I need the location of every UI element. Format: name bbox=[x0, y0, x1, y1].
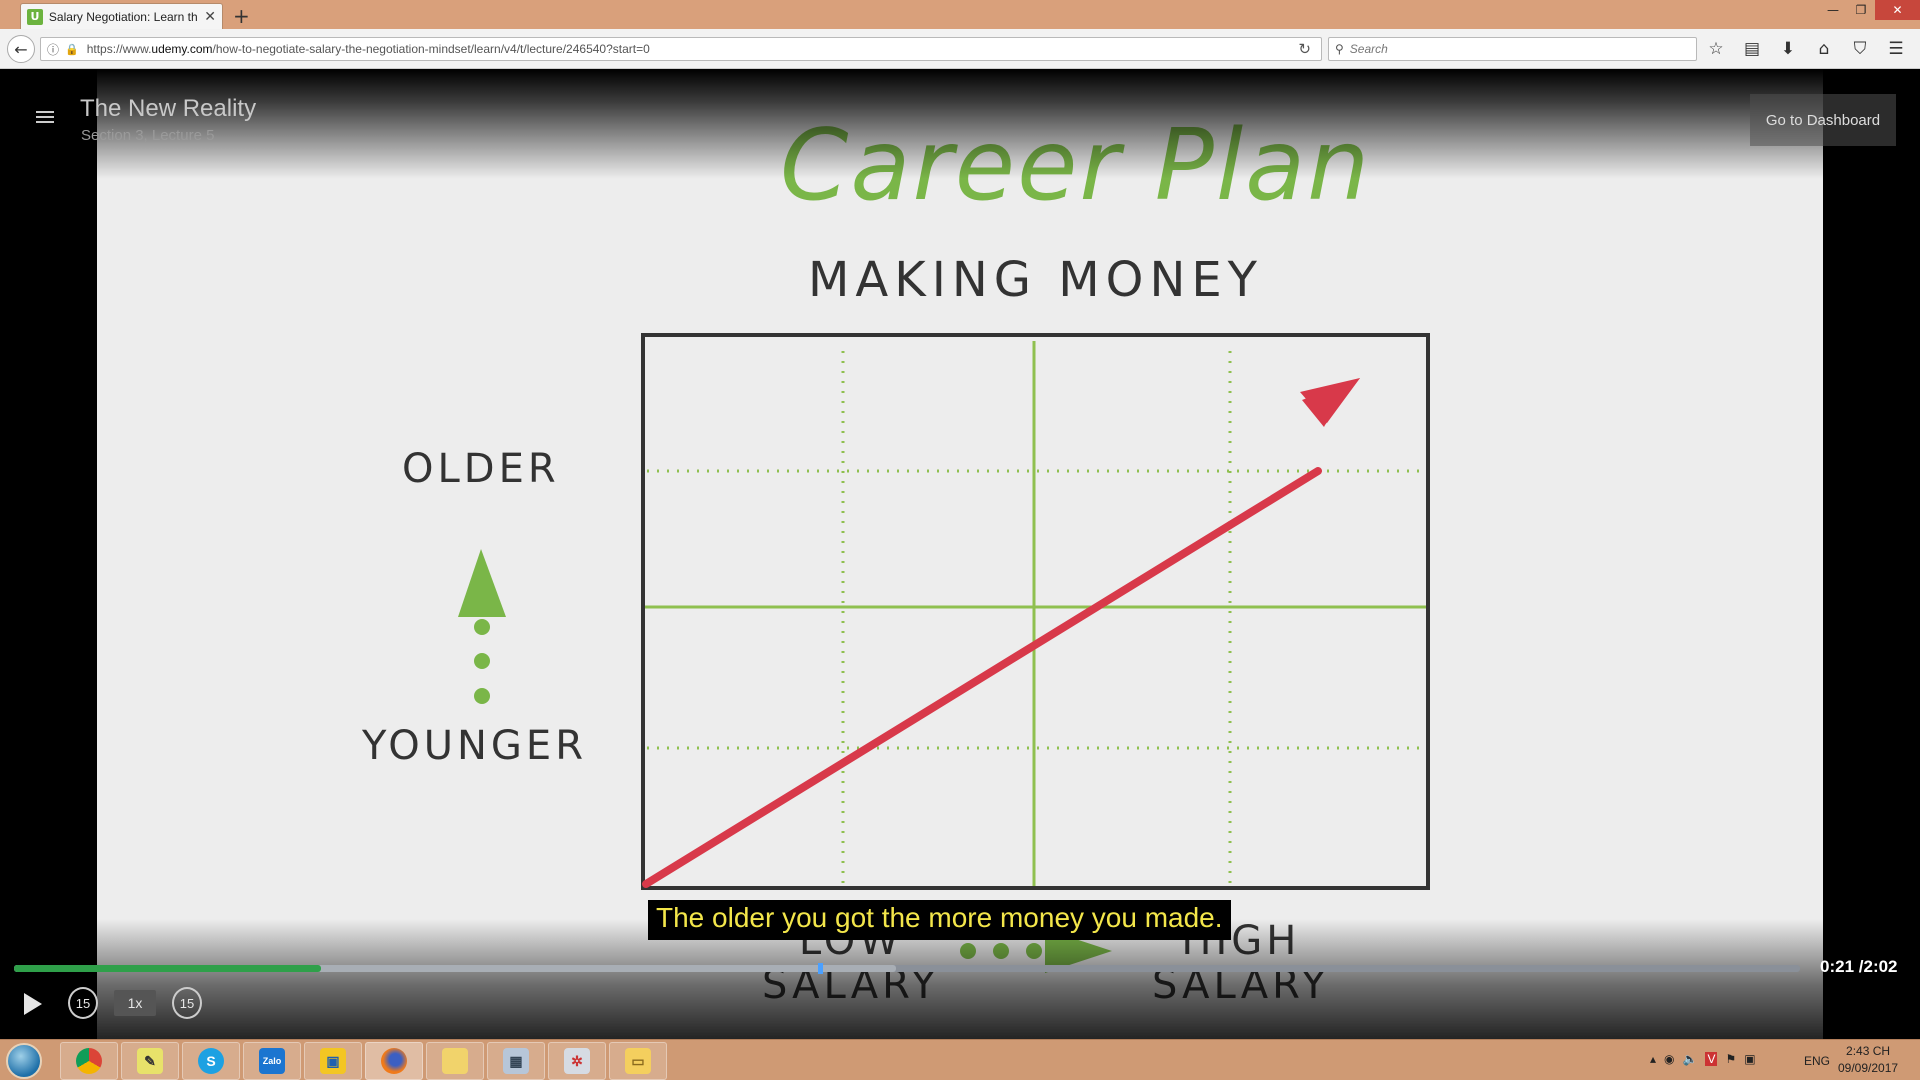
windows-taskbar: ✎ S Zalo ▣ ▦ ✲ ▭ ▴ ◉ 🔈 V ⚑ ▣ ENG 2:43 CH… bbox=[0, 1039, 1920, 1080]
taskbar-firefox[interactable] bbox=[365, 1042, 423, 1080]
progress-bar[interactable] bbox=[14, 965, 1800, 972]
axis-label-younger: YOUNGER bbox=[362, 723, 587, 769]
taskbar-skype[interactable]: S bbox=[182, 1042, 240, 1080]
curriculum-list-icon[interactable] bbox=[36, 111, 54, 125]
subtitle-caption: The older you got the more money you mad… bbox=[648, 900, 1231, 940]
explorer-icon: ▭ bbox=[625, 1048, 651, 1074]
new-tab-plus-icon[interactable]: + bbox=[233, 4, 250, 28]
taskbar-paint[interactable]: ✲ bbox=[548, 1042, 606, 1080]
url-bar[interactable]: ⓘ 🔒 https://www.udemy.com/how-to-negotia… bbox=[40, 37, 1322, 61]
rewind-15-button[interactable]: 15 bbox=[68, 987, 98, 1019]
zalo-icon: Zalo bbox=[259, 1048, 285, 1074]
top-overlay bbox=[0, 69, 1920, 179]
language-indicator[interactable]: ENG bbox=[1804, 1054, 1831, 1068]
taskbar-notepad[interactable]: ✎ bbox=[121, 1042, 179, 1080]
skype-icon: S bbox=[198, 1048, 224, 1074]
restore-icon[interactable]: ❐ bbox=[1855, 3, 1867, 17]
udemy-favicon-icon: U bbox=[27, 8, 43, 25]
tray-expand-icon[interactable]: ▴ bbox=[1650, 1052, 1657, 1066]
taskbar-remote-desktop[interactable]: ▦ bbox=[487, 1042, 545, 1080]
search-bar[interactable]: ⚲ Search bbox=[1328, 37, 1697, 61]
playback-speed-button[interactable]: 1x bbox=[114, 990, 156, 1016]
lecture-section: Section 3, Lecture 5 bbox=[81, 127, 215, 144]
progress-marker[interactable] bbox=[818, 963, 823, 974]
taskbar-folder[interactable] bbox=[426, 1042, 484, 1080]
progress-buffered bbox=[14, 965, 897, 972]
go-to-dashboard-button[interactable]: Go to Dashboard bbox=[1750, 94, 1896, 146]
reading-list-icon[interactable]: ▤ bbox=[1743, 39, 1761, 59]
url-text: https://www.udemy.com/how-to-negotiate-s… bbox=[86, 42, 650, 56]
tab-close-icon[interactable]: ✕ bbox=[204, 8, 216, 25]
site-info-icon[interactable]: ⓘ bbox=[47, 42, 60, 57]
bookmark-star-icon[interactable]: ☆ bbox=[1708, 39, 1724, 59]
rewind-icon: 15 bbox=[75, 995, 91, 1011]
career-plan-diagram bbox=[458, 333, 1430, 973]
paint-icon: ✲ bbox=[564, 1048, 590, 1074]
taskbar-zalo[interactable]: Zalo bbox=[243, 1042, 301, 1080]
menu-icon[interactable]: ☰ bbox=[1888, 39, 1904, 59]
remote-desktop-icon: ▦ bbox=[503, 1048, 529, 1074]
start-button[interactable] bbox=[6, 1043, 42, 1079]
video-player[interactable]: Career Plan MAKING MONEY OLDER YOUNGER L… bbox=[0, 69, 1920, 1039]
window-controls: — ❐ ✕ bbox=[1819, 0, 1920, 20]
search-placeholder: Search bbox=[1349, 42, 1388, 56]
back-arrow-icon[interactable]: ← bbox=[7, 35, 35, 63]
slide-subtitle: MAKING MONEY bbox=[808, 252, 1263, 308]
system-clock[interactable]: 2:43 CH 09/09/2017 bbox=[1838, 1044, 1899, 1075]
time-display: 0:21 /2:02 bbox=[1820, 957, 1898, 976]
tray-app-icon[interactable]: ◉ bbox=[1664, 1052, 1675, 1066]
tray-v-icon[interactable]: V bbox=[1705, 1052, 1718, 1066]
progress-played bbox=[14, 965, 322, 972]
minimize-icon[interactable]: — bbox=[1827, 3, 1839, 17]
folder-icon bbox=[442, 1048, 468, 1074]
firefox-icon bbox=[381, 1048, 407, 1074]
taskbar-chrome[interactable] bbox=[60, 1042, 118, 1080]
window-titlebar: U Salary Negotiation: Learn the ✕ + — ❐ … bbox=[0, 0, 1920, 29]
home-icon[interactable]: ⌂ bbox=[1818, 39, 1830, 59]
search-icon: ⚲ bbox=[1335, 42, 1344, 56]
taskbar-outlook[interactable]: ▣ bbox=[304, 1042, 362, 1080]
tab-title: Salary Negotiation: Learn the bbox=[48, 9, 199, 24]
reload-icon[interactable]: ↻ bbox=[1298, 41, 1311, 58]
browser-tab-udemy[interactable]: U Salary Negotiation: Learn the ✕ bbox=[20, 3, 223, 29]
forward-icon: 15 bbox=[179, 995, 195, 1011]
axis-label-older: OLDER bbox=[402, 446, 560, 492]
download-icon[interactable]: ⬇ bbox=[1780, 39, 1796, 59]
taskbar-explorer[interactable]: ▭ bbox=[609, 1042, 667, 1080]
outlook-icon: ▣ bbox=[320, 1048, 346, 1074]
system-tray: ▴ ◉ 🔈 V ⚑ ▣ bbox=[1650, 1052, 1756, 1066]
toolbar-icons: ☆ ▤ ⬇ ⌂ ⛉ ☰ bbox=[1705, 37, 1907, 61]
notepad-icon: ✎ bbox=[137, 1048, 163, 1074]
forward-15-button[interactable]: 15 bbox=[172, 987, 202, 1019]
chrome-icon bbox=[76, 1048, 102, 1074]
play-button[interactable] bbox=[18, 987, 48, 1021]
pocket-icon[interactable]: ⛉ bbox=[1853, 39, 1867, 59]
play-icon bbox=[24, 993, 42, 1015]
flag-icon[interactable]: ⚑ bbox=[1725, 1052, 1737, 1066]
lock-icon: 🔒 bbox=[65, 43, 79, 56]
lecture-title: The New Reality bbox=[80, 95, 257, 122]
network-icon[interactable]: ▣ bbox=[1744, 1052, 1756, 1066]
lecture-slide bbox=[97, 69, 1823, 1039]
speaker-icon[interactable]: 🔈 bbox=[1682, 1052, 1698, 1066]
navigation-toolbar: ← ⓘ 🔒 https://www.udemy.com/how-to-negot… bbox=[0, 29, 1920, 69]
window-close-icon[interactable]: ✕ bbox=[1875, 0, 1920, 20]
